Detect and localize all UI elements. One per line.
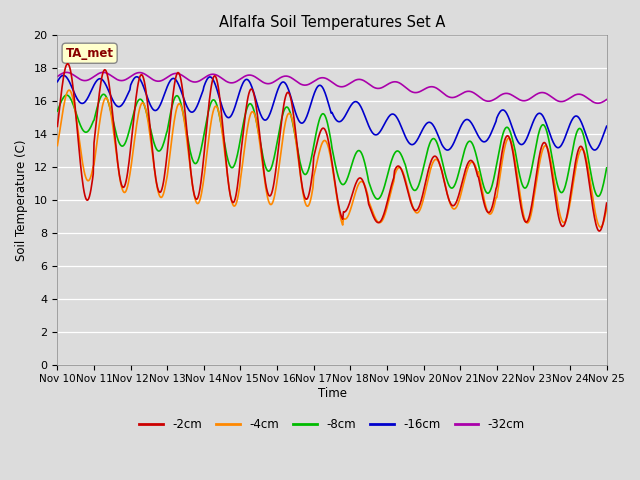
-2cm [175,70,182,76]
-4cm [65,87,73,93]
-2cm [54,123,61,129]
-4cm [596,224,604,230]
-32cm [553,98,561,104]
Line: -4cm: -4cm [58,90,607,227]
-8cm [433,139,440,144]
Line: -8cm: -8cm [58,94,607,199]
-4cm [432,156,440,162]
-32cm [378,85,385,91]
-16cm [324,100,332,106]
-32cm [603,96,611,102]
-16cm [432,127,440,133]
-16cm [175,82,182,88]
-32cm [175,71,182,77]
Y-axis label: Soil Temperature (C): Soil Temperature (C) [15,139,28,261]
-8cm [603,165,611,171]
-4cm [603,205,611,211]
Legend: -2cm, -4cm, -8cm, -16cm, -32cm: -2cm, -4cm, -8cm, -16cm, -32cm [134,413,529,436]
-4cm [553,197,561,203]
-4cm [175,101,182,107]
-2cm [324,137,332,143]
-16cm [54,79,61,84]
-8cm [198,140,206,146]
-32cm [63,70,70,75]
-16cm [444,147,451,153]
-2cm [63,61,71,67]
Line: -2cm: -2cm [58,64,607,231]
-32cm [594,100,602,106]
-2cm [378,217,385,223]
-2cm [595,228,603,234]
-8cm [175,95,182,100]
-16cm [198,89,206,95]
-8cm [100,91,108,97]
X-axis label: Time: Time [317,387,346,400]
-2cm [553,206,561,212]
-32cm [54,73,61,79]
-8cm [378,190,386,195]
-32cm [432,85,440,91]
-2cm [603,200,611,206]
-4cm [378,218,385,224]
-4cm [198,186,206,192]
Line: -16cm: -16cm [58,75,607,150]
Title: Alfalfa Soil Temperatures Set A: Alfalfa Soil Temperatures Set A [219,15,445,30]
-16cm [603,123,611,129]
-16cm [378,126,385,132]
-8cm [54,108,61,114]
-8cm [374,196,381,202]
-32cm [324,77,332,83]
-16cm [554,145,562,151]
-4cm [54,143,61,148]
-32cm [198,76,206,82]
-8cm [554,183,562,189]
-16cm [60,72,67,78]
-2cm [432,154,440,159]
-8cm [324,123,332,129]
-4cm [324,144,332,149]
Text: TA_met: TA_met [66,47,114,60]
Line: -32cm: -32cm [58,72,607,103]
-2cm [198,168,206,173]
